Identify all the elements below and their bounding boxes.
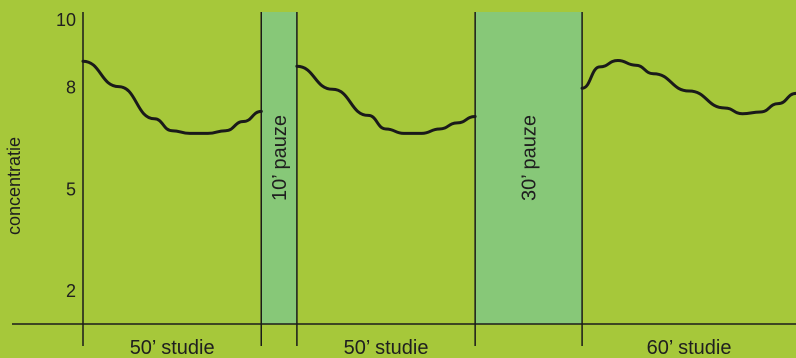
y-tick-labels: 2 5 8 10 (56, 10, 76, 301)
study-segment-label: 50’ studie (344, 337, 429, 358)
pause-label: 30’ pauze (519, 115, 541, 201)
concentration-line (580, 59, 796, 116)
y-tick-label: 5 (66, 179, 76, 199)
y-tick-label: 2 (66, 281, 76, 301)
pause-band (475, 12, 583, 324)
segment-dividers (260, 12, 583, 346)
y-axis-label: concentratie (4, 137, 24, 235)
y-tick-label: 10 (56, 10, 76, 30)
concentration-line (295, 64, 477, 135)
y-tick-label: 8 (66, 78, 76, 98)
segment-labels: 50’ studie 10’ pauze 50’ studie 30’ pauze 60… (130, 115, 732, 358)
axes: concentratie (4, 12, 796, 346)
pause-bands (261, 12, 583, 324)
pause-band (261, 12, 297, 324)
pause-label: 10’ pauze (269, 115, 291, 201)
study-segment-label: 50’ studie (130, 337, 215, 358)
study-segment-label: 60’ studie (647, 337, 732, 358)
concentration-line (81, 59, 263, 135)
data-series-lines (81, 59, 796, 135)
